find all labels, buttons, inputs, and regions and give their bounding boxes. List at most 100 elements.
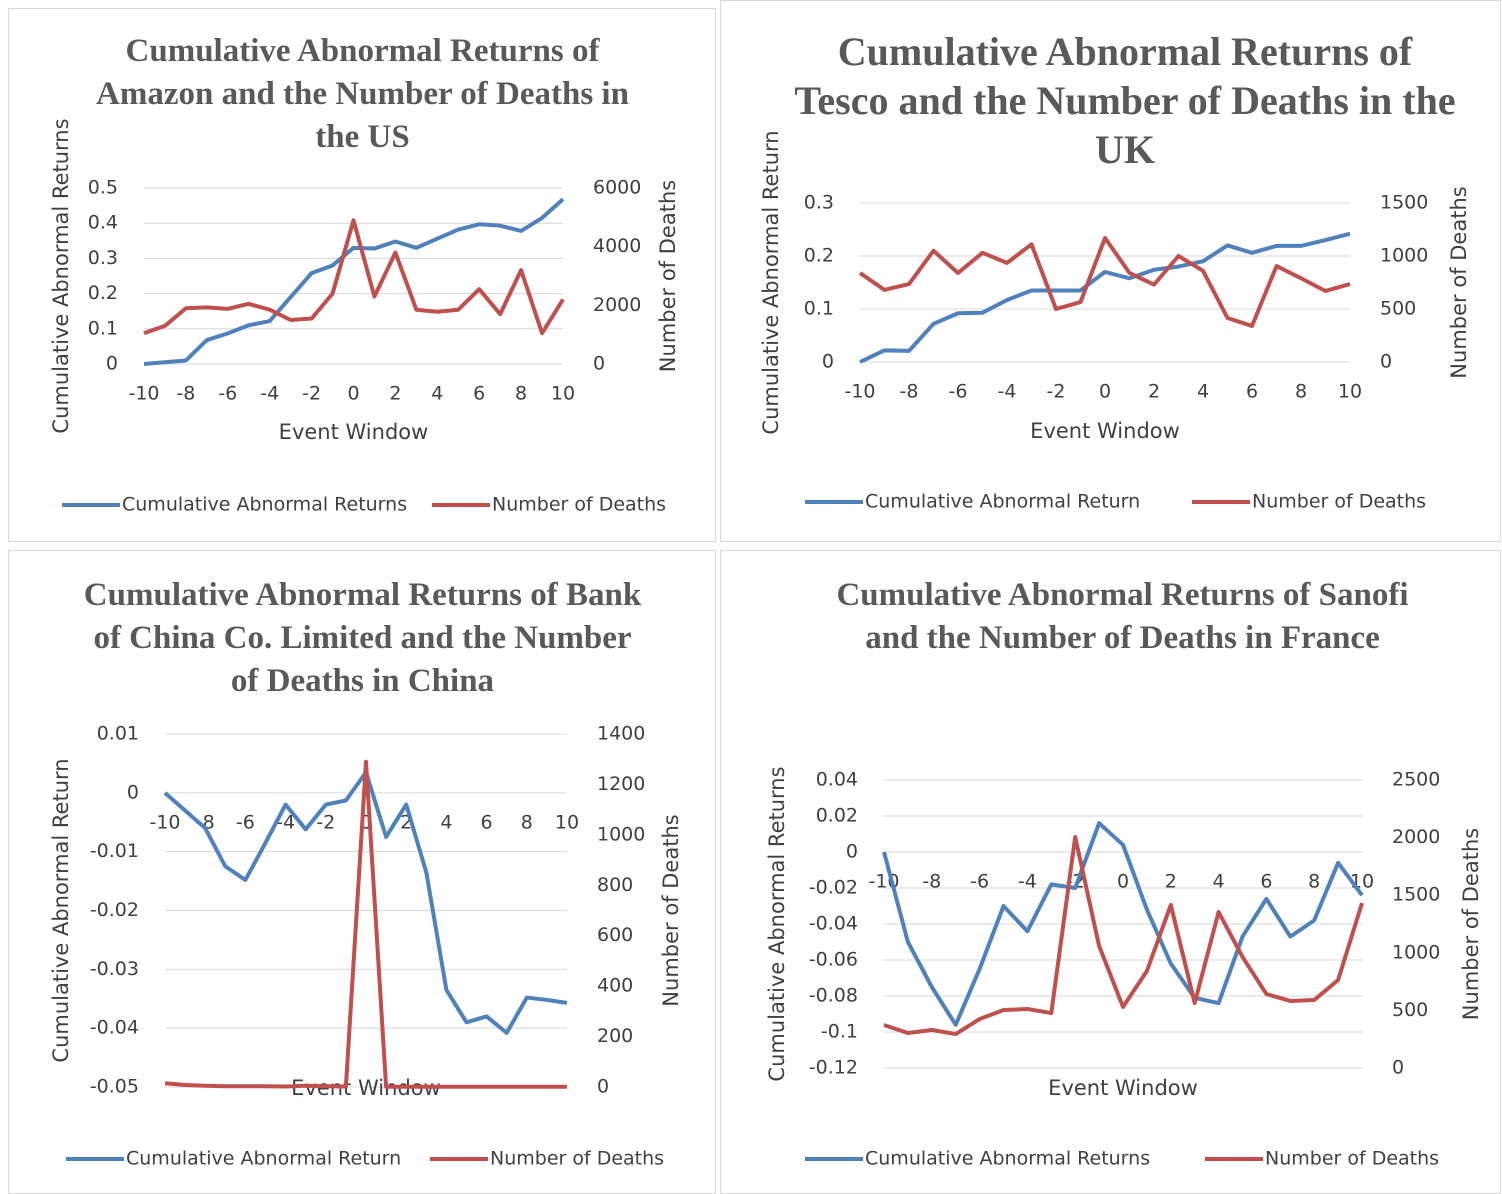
data-line [859, 231, 1351, 364]
y2-tick-label: 1500 [1380, 192, 1428, 214]
x-tick-label: -8 [900, 381, 919, 403]
y-tick-label: 0.02 [816, 805, 858, 827]
x-tick-label: 10 [551, 383, 575, 405]
legend-label: Cumulative Abnormal Return [126, 1148, 401, 1170]
y-tick-label: 0.2 [88, 282, 118, 304]
x-tick-label: -2 [1047, 381, 1066, 403]
y2-tick-label: 2000 [1392, 826, 1440, 848]
chart-title: Cumulative Abnormal Returns of Sanofi an… [836, 577, 1409, 656]
x-tick-label: -4 [260, 383, 279, 405]
x-tick-label: -4 [1018, 871, 1037, 893]
y2-tick-label: 1000 [1380, 245, 1428, 267]
y-tick-label: 0.1 [804, 298, 834, 320]
x-tick-label: -2 [302, 383, 321, 405]
y2-tick-label: 0 [593, 353, 605, 375]
x-tick-label: 6 [1246, 381, 1258, 403]
legend-label: Number of Deaths [492, 494, 666, 516]
y2-tick-label: 2000 [593, 294, 641, 316]
x-tick-label: -6 [218, 383, 237, 405]
x-axis-label: Event Window [1030, 419, 1180, 443]
y2-axis-label: Number of Deaths [656, 180, 680, 372]
x-tick-label: 10 [555, 811, 579, 833]
x-tick-label: -2 [316, 811, 335, 833]
x-tick-label: 8 [1308, 871, 1320, 893]
legend-label: Number of Deaths [1252, 491, 1426, 513]
y-tick-label: 0.04 [816, 769, 858, 791]
chart-title: Cumulative Abnormal Returns of Amazon an… [96, 33, 629, 155]
legend-label: Cumulative Abnormal Return [865, 491, 1140, 513]
y-tick-label: -0.03 [90, 958, 139, 980]
data-line [858, 235, 1351, 328]
x-tick-label: -6 [236, 811, 255, 833]
y-tick-label: -0.02 [809, 877, 858, 899]
x-tick-label: 4 [1213, 871, 1225, 893]
x-tick-label: 2 [389, 383, 401, 405]
x-tick-label: -10 [844, 381, 875, 403]
x-tick-label: 6 [1260, 871, 1272, 893]
y-tick-label: -0.05 [90, 1076, 139, 1098]
y2-tick-label: 1000 [597, 823, 645, 845]
y2-tick-label: 1000 [1392, 941, 1440, 963]
x-tick-label: 4 [1197, 381, 1209, 403]
y-tick-label: -0.08 [809, 985, 858, 1007]
x-tick-label: 8 [515, 383, 527, 405]
legend-label: Cumulative Abnormal Returns [865, 1148, 1150, 1170]
x-tick-label: 2 [1165, 871, 1177, 893]
x-tick-label: 0 [1117, 871, 1129, 893]
y-tick-label: 0.1 [88, 317, 118, 339]
x-tick-label: -6 [949, 381, 968, 403]
y2-tick-label: 500 [1380, 298, 1416, 320]
y2-tick-label: 2500 [1392, 769, 1440, 791]
x-tick-label: -10 [149, 811, 180, 833]
y-axis-label: Cumulative Abnormal Returns [49, 118, 73, 433]
y2-tick-label: 1500 [1392, 884, 1440, 906]
legend-label: Number of Deaths [490, 1148, 664, 1170]
data-line [164, 759, 567, 1089]
x-tick-label: -8 [922, 871, 941, 893]
y2-tick-label: 0 [1380, 351, 1392, 373]
y-tick-label: -0.02 [90, 899, 139, 921]
y-tick-label: -0.1 [821, 1021, 858, 1043]
y2-tick-label: 500 [1392, 999, 1428, 1021]
y2-tick-label: 0 [597, 1076, 609, 1098]
y-tick-label: 0.3 [88, 247, 118, 269]
panel-border [720, 0, 1501, 542]
x-tick-label: -8 [176, 383, 195, 405]
x-tick-label: -10 [128, 383, 159, 405]
y2-axis-label: Number of Deaths [1459, 828, 1483, 1020]
data-line [143, 197, 565, 366]
y-tick-label: 0 [846, 841, 858, 863]
x-tick-label: 10 [1338, 381, 1362, 403]
x-tick-label: 8 [1295, 381, 1307, 403]
y2-tick-label: 6000 [593, 177, 641, 199]
y2-axis-label: Number of Deaths [1447, 186, 1471, 378]
legend-label: Cumulative Abnormal Returns [122, 494, 407, 516]
x-tick-label: 4 [431, 383, 443, 405]
y2-tick-label: 0 [1392, 1057, 1404, 1079]
y-tick-label: 0 [127, 781, 139, 803]
y-tick-label: -0.12 [809, 1057, 858, 1079]
legend-label: Number of Deaths [1265, 1148, 1439, 1170]
y2-tick-label: 4000 [593, 235, 641, 257]
y2-tick-label: 200 [597, 1025, 633, 1047]
y-tick-label: 0 [822, 351, 834, 373]
chart-title: Cumulative Abnormal Returns of Bank of C… [83, 577, 642, 699]
chart-title: Cumulative Abnormal Returns of Tesco and… [794, 29, 1456, 172]
data-line [143, 218, 565, 336]
x-tick-label: 4 [440, 811, 452, 833]
y-tick-label: 0.3 [804, 192, 834, 214]
x-tick-label: 8 [521, 811, 533, 833]
y2-tick-label: 1200 [597, 773, 645, 795]
x-tick-label: -8 [196, 811, 215, 833]
y-tick-label: -0.01 [90, 840, 139, 862]
y-axis-label: Cumulative Abnormal Return [759, 130, 783, 434]
y-tick-label: 0.2 [804, 245, 834, 267]
x-tick-label: 0 [1099, 381, 1111, 403]
x-tick-label: 6 [481, 811, 493, 833]
x-axis-label: Event Window [279, 420, 429, 444]
y2-tick-label: 400 [597, 975, 633, 997]
x-tick-label: 6 [473, 383, 485, 405]
y-axis-label: Cumulative Abnormal Returns [765, 766, 789, 1081]
